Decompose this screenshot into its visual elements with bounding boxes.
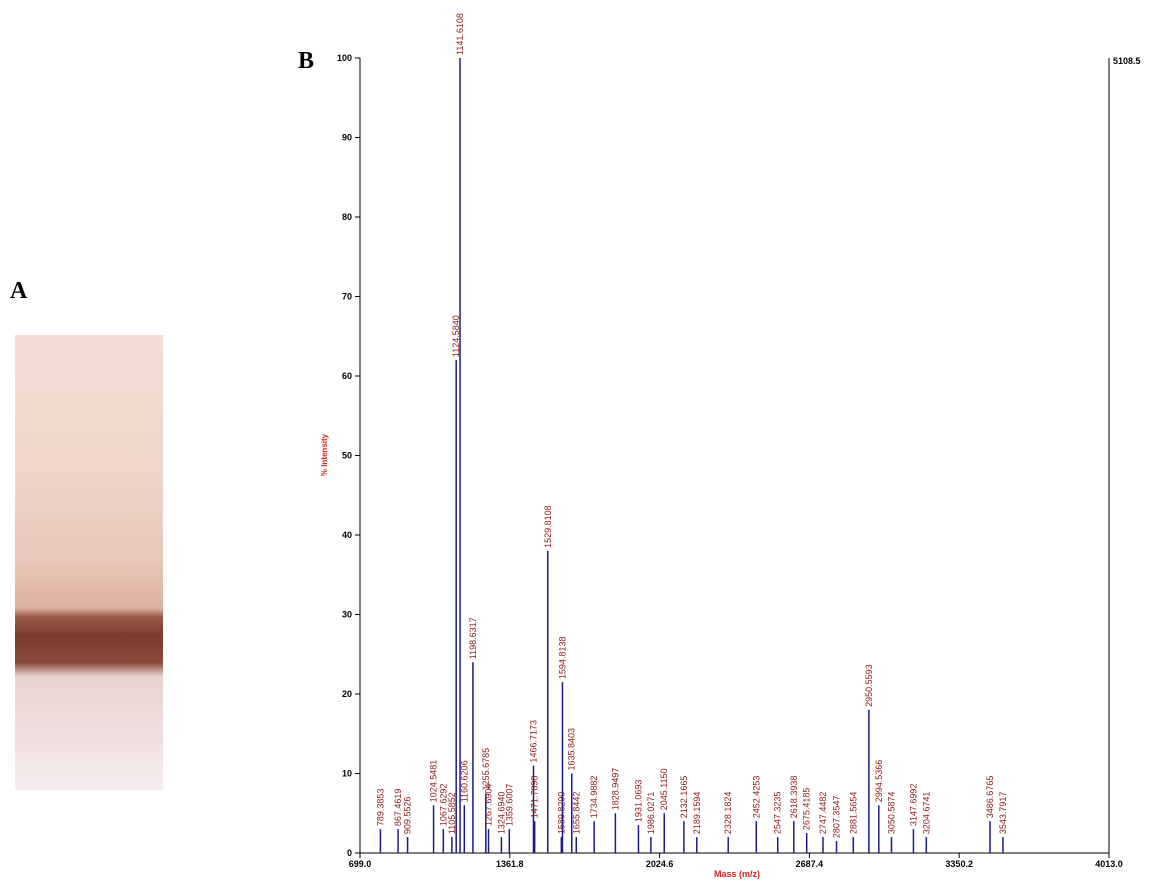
peak-label: 2452.4253 xyxy=(751,776,761,819)
peak-label: 1471.7898 xyxy=(530,776,540,819)
peak-label: 3204.6741 xyxy=(921,792,931,835)
peak-label: 2950.5593 xyxy=(864,664,874,707)
y-tick-label: 0 xyxy=(347,848,352,858)
peak-label: 2189.1594 xyxy=(692,792,702,835)
x-tick-label: 1361.8 xyxy=(496,859,524,869)
peak-label: 2994.5366 xyxy=(874,760,884,803)
peak-label: 1267.6904 xyxy=(484,784,494,827)
y-tick-label: 80 xyxy=(342,212,352,222)
peak-label: 1931.0693 xyxy=(633,780,643,823)
peak-label: 1105.5852 xyxy=(447,792,457,834)
x-tick-label: 3350.2 xyxy=(945,859,973,869)
y-axis-label: % Intensity xyxy=(320,433,329,476)
peak-label: 1828.9497 xyxy=(610,768,620,811)
peak-label: 1589.8290 xyxy=(556,792,566,835)
peak-label: 1655.8442 xyxy=(571,792,581,835)
y-tick-label: 40 xyxy=(342,530,352,540)
peak-label: 789.3853 xyxy=(375,789,385,827)
peak-label: 3543.7917 xyxy=(998,792,1008,835)
peak-label: 909.5526 xyxy=(403,797,413,835)
peak-label: 3147.6992 xyxy=(908,784,918,827)
peak-label: 2328.1824 xyxy=(723,792,733,835)
peak-label: 1734.9882 xyxy=(589,776,599,819)
peak-label: 1359.6007 xyxy=(504,784,514,827)
x-tick-label: 2687.4 xyxy=(796,859,824,869)
peak-label: 1529.8108 xyxy=(543,505,553,548)
max-intensity-label: 5108.5 xyxy=(1113,56,1141,66)
x-tick-label: 699.0 xyxy=(349,859,372,869)
y-tick-label: 20 xyxy=(342,689,352,699)
y-tick-label: 90 xyxy=(342,133,352,143)
peak-label: 1160.6206 xyxy=(459,760,469,802)
y-tick-label: 10 xyxy=(342,769,352,779)
peak-label: 1594.8138 xyxy=(557,637,567,680)
x-tick-label: 4013.0 xyxy=(1095,859,1123,869)
peak-label: 1986.0271 xyxy=(646,792,656,835)
peak-label: 1466.7173 xyxy=(529,720,539,763)
x-axis-label: Mass (m/z) xyxy=(714,869,760,879)
peak-label: 3486.6765 xyxy=(985,776,995,819)
peak-label: 867.4619 xyxy=(393,789,403,827)
peak-label: 1635.8403 xyxy=(567,728,577,771)
peak-label: 2675.4185 xyxy=(802,788,812,831)
y-tick-label: 100 xyxy=(337,53,352,63)
peak-label: 2618.3938 xyxy=(789,776,799,819)
y-tick-label: 50 xyxy=(342,451,352,461)
y-tick-label: 60 xyxy=(342,371,352,381)
peak-label: 3050.5874 xyxy=(886,792,896,835)
peak-label: 2807.3547 xyxy=(832,796,842,839)
y-tick-label: 30 xyxy=(342,610,352,620)
peak-label: 1198.6317 xyxy=(468,617,478,659)
peak-label: 2547.3235 xyxy=(773,792,783,835)
panel-label: A xyxy=(10,278,28,304)
x-tick-label: 2024.6 xyxy=(646,859,674,869)
figure: A B 5108.5 Mass (m/z) % Intensity 0 10 20 3… xyxy=(0,0,1149,880)
peak-label: 1141.6108 xyxy=(455,13,465,55)
peak-label: 2132.1665 xyxy=(679,776,689,819)
panel-label: B xyxy=(298,48,314,74)
y-tick-label: 70 xyxy=(342,292,352,302)
peak-label: 1024.5481 xyxy=(429,760,439,803)
peak-label: 2881.5654 xyxy=(848,792,858,835)
gel-image xyxy=(15,335,163,790)
peak-label: 2747.4482 xyxy=(818,792,828,835)
peak-label: 2045.1150 xyxy=(659,768,669,810)
